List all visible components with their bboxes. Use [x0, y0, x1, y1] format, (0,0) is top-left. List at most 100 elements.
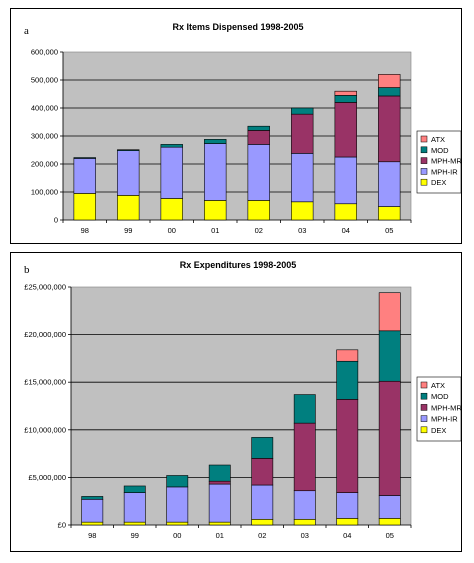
bar-mph-ir — [73, 158, 96, 194]
bar-mph-ir — [123, 492, 146, 523]
x-tick-label: 03 — [301, 531, 309, 540]
bar-mph-mr — [251, 458, 274, 486]
bar-mod — [378, 87, 401, 97]
legend-swatch — [420, 426, 428, 434]
x-tick-label: 98 — [81, 226, 89, 235]
y-tick-label: 100,000 — [31, 188, 58, 197]
plot-area — [70, 286, 412, 526]
bar-mod — [378, 330, 401, 382]
chart-panel-b: b Rx Expenditures 1998-2005 £0 £5,000,000… — [10, 252, 462, 552]
bar-mod — [334, 95, 357, 103]
bar-atx — [378, 74, 401, 88]
x-tick-label: 03 — [298, 226, 306, 235]
bar-mph-ir — [378, 161, 401, 207]
bar-mph-mr — [336, 399, 359, 493]
bar-mod — [208, 464, 231, 482]
bar-dex — [378, 518, 401, 526]
x-tick-label: 01 — [216, 531, 224, 540]
bar-mod — [117, 149, 140, 151]
bar-dex — [204, 200, 227, 221]
bar-mod — [204, 139, 227, 144]
bar-mod — [336, 360, 359, 400]
bar-mph-mr — [378, 380, 401, 496]
bar-mph-ir — [336, 492, 359, 519]
legend-swatch — [420, 404, 428, 411]
bar-mod — [291, 107, 314, 115]
legend-swatch — [420, 135, 428, 143]
bar-mod — [160, 144, 183, 148]
legend-swatch — [420, 157, 428, 164]
y-tick-label: 500,000 — [31, 76, 58, 85]
bar-mod — [251, 437, 274, 459]
x-tick-label: 02 — [258, 531, 266, 540]
bar-mph-ir — [293, 490, 316, 520]
y-tick-label: 200,000 — [31, 160, 58, 169]
bar-atx — [334, 90, 357, 96]
bar-mph-ir — [81, 498, 104, 523]
bar-mod — [247, 125, 270, 131]
chart-a: a Rx Items Dispensed 1998-2005 0 100,000 2… — [24, 22, 462, 235]
panel-letter-b: b — [24, 264, 30, 276]
bar-dex — [81, 521, 104, 526]
y-tick-label: £10,000,000 — [24, 425, 66, 434]
y-tick-label: £20,000,000 — [24, 330, 66, 339]
legend-item-label: MOD — [431, 392, 449, 401]
bar-dex — [73, 193, 96, 221]
bar-dex — [293, 518, 316, 526]
bar-mod — [81, 496, 104, 500]
bar-mph-mr — [208, 480, 231, 485]
bar-mph-ir — [291, 153, 314, 203]
x-tick-label: 00 — [168, 226, 176, 235]
legend-item-label: ATX — [431, 381, 445, 390]
bar-dex — [247, 200, 270, 221]
x-tick-label: 04 — [343, 531, 351, 540]
bar-mph-ir — [160, 146, 183, 199]
panel-letter-a: a — [24, 25, 29, 37]
legend-swatch — [420, 178, 428, 186]
bar-mph-mr — [247, 130, 270, 145]
y-tick-label: 400,000 — [31, 104, 58, 113]
bar-dex — [378, 206, 401, 221]
x-tick-label: 00 — [173, 531, 181, 540]
bar-mph-mr — [293, 422, 316, 492]
plot-group: £0 £5,000,000 £10,000,000 £15,000,000 £20,00… — [24, 283, 412, 540]
legend-swatch — [420, 392, 428, 400]
x-tick-label: 02 — [255, 226, 263, 235]
bar-dex — [117, 195, 140, 221]
bar-mph-ir — [247, 144, 270, 201]
bar-dex — [160, 198, 183, 221]
legend-swatch — [420, 381, 428, 389]
bar-dex — [123, 521, 146, 526]
y-tick-label: 0 — [54, 216, 58, 225]
x-tick-label: 98 — [88, 531, 96, 540]
bar-mod — [293, 394, 316, 424]
legend-item-label: ATX — [431, 135, 445, 144]
y-tick-label: £25,000,000 — [24, 283, 66, 292]
bar-atx — [336, 349, 359, 362]
bar-mph-ir — [117, 150, 140, 196]
y-tick-label: £5,000,000 — [28, 473, 66, 482]
y-tick-label: 300,000 — [31, 132, 58, 141]
y-tick-label: £15,000,000 — [24, 378, 66, 387]
y-tick-label: £0 — [58, 521, 66, 530]
legend-swatch — [420, 168, 428, 175]
legend-item-label: MPH-MR — [431, 403, 462, 412]
legend-item-label: MOD — [431, 146, 449, 155]
bar-mph-mr — [378, 95, 401, 163]
bar-atx — [378, 292, 401, 332]
legend-swatch — [420, 415, 428, 422]
bar-mph-ir — [166, 486, 189, 523]
bar-dex — [291, 201, 314, 221]
x-tick-label: 05 — [386, 531, 394, 540]
bar-mph-ir — [334, 156, 357, 205]
bar-mph-mr — [291, 113, 314, 154]
bar-mph-ir — [208, 483, 231, 523]
chart-panel-a: a Rx Items Dispensed 1998-2005 0 100,000 2… — [10, 8, 462, 244]
bar-mph-mr — [334, 102, 357, 158]
legend-swatch — [420, 146, 428, 154]
legend-item-label: DEX — [431, 426, 446, 435]
bar-mod — [166, 475, 189, 488]
x-tick-label: 01 — [211, 226, 219, 235]
